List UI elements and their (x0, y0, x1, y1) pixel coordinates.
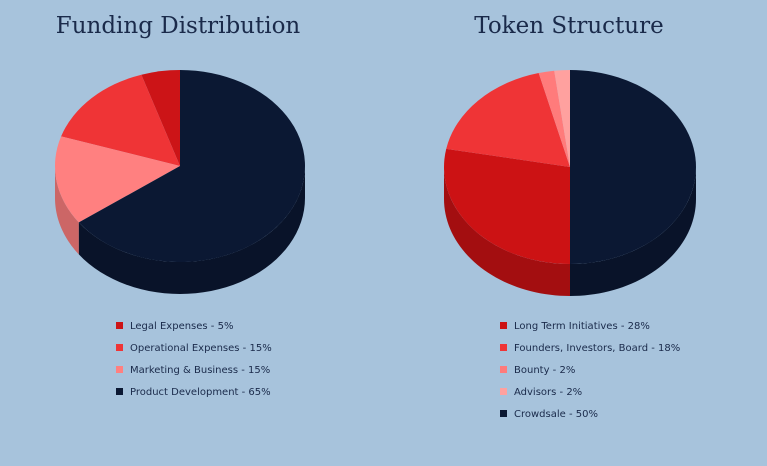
slice (446, 73, 570, 167)
legend-swatch (500, 366, 507, 373)
legend-swatch (116, 344, 123, 351)
pie (444, 70, 696, 296)
pie (55, 70, 305, 294)
slice (141, 70, 180, 166)
legend-label: Advisors - 2% (514, 387, 582, 398)
slice-side (444, 167, 570, 296)
legend-label: Crowdsale - 50% (514, 409, 598, 420)
slice (61, 74, 180, 166)
legend-swatch (116, 388, 123, 395)
slice (570, 70, 696, 264)
legend-label: Marketing & Business - 15% (130, 365, 270, 376)
slice (55, 136, 180, 223)
legend-label: Product Development - 65% (130, 387, 271, 398)
slice-side (78, 166, 305, 294)
slice-side (55, 166, 79, 255)
legend-label: Legal Expenses - 5% (130, 321, 233, 332)
chart-title: Funding Distribution (56, 13, 301, 39)
legend-swatch (500, 388, 507, 395)
legend-label: Long Term Initiatives - 28% (514, 321, 650, 332)
legend-label: Founders, Investors, Board - 18% (514, 343, 680, 354)
slice (78, 70, 305, 262)
legend-label: Bounty - 2% (514, 365, 575, 376)
legend-swatch (500, 410, 507, 417)
slice (444, 148, 570, 264)
slice-side (570, 167, 696, 296)
legend-swatch (116, 322, 123, 329)
legend-label: Operational Expenses - 15% (130, 343, 272, 354)
slice (554, 70, 570, 167)
legend-swatch (116, 366, 123, 373)
legend-swatch (500, 322, 507, 329)
legend-swatch (500, 344, 507, 351)
slice (538, 70, 570, 167)
chart-title: Token Structure (474, 13, 663, 39)
